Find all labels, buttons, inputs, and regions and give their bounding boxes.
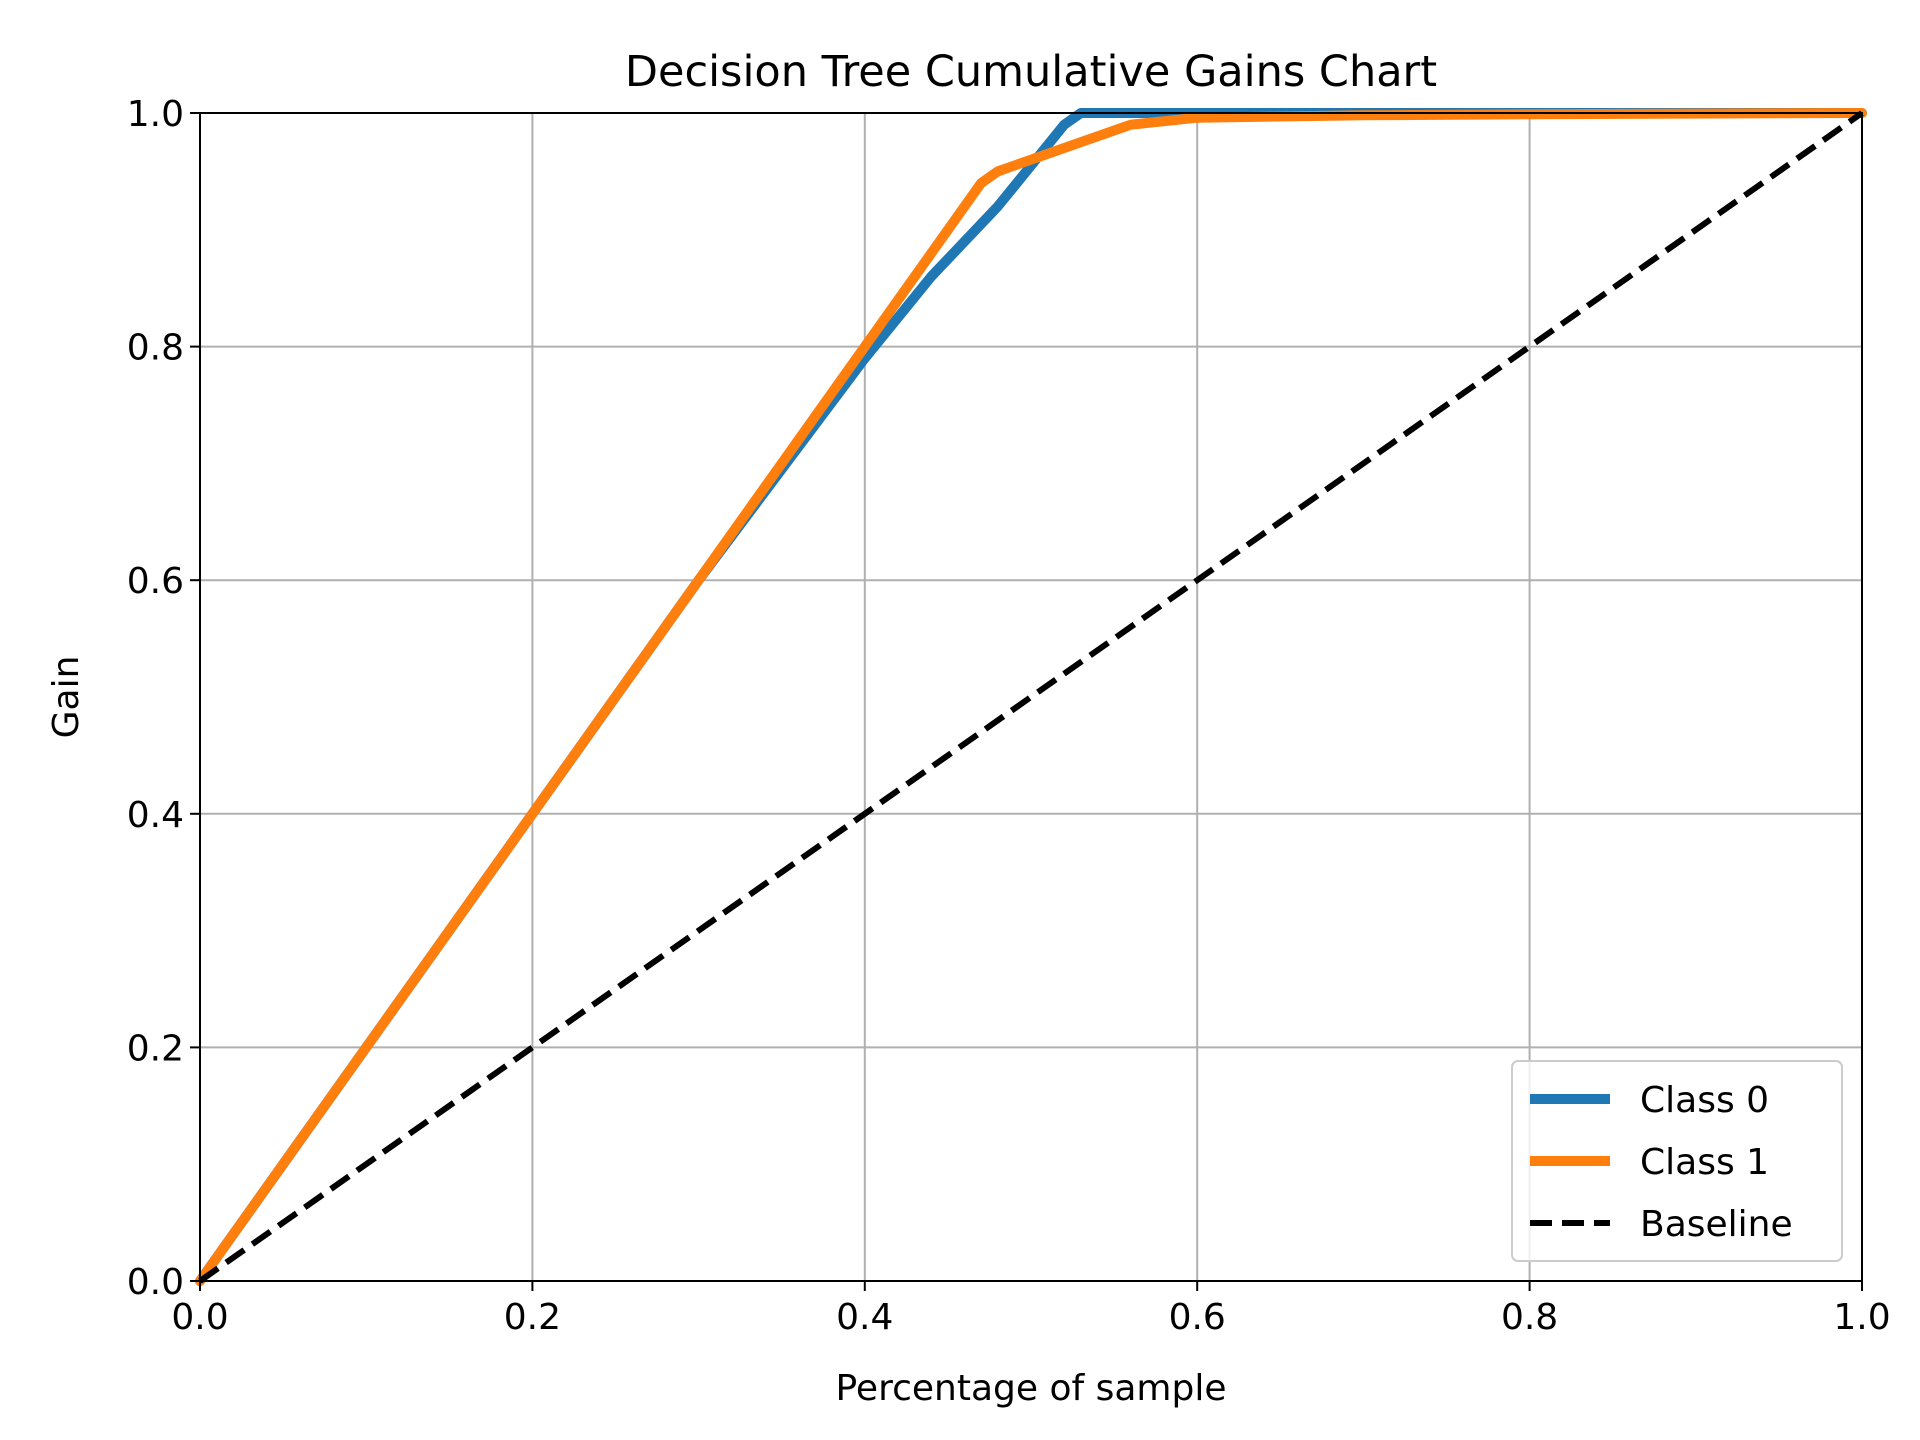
legend-label: Class 0 bbox=[1640, 1080, 1769, 1121]
legend-box bbox=[1511, 1060, 1843, 1262]
y-tick-label: 0.8 bbox=[127, 328, 184, 369]
x-tick-label: 1.0 bbox=[1833, 1297, 1890, 1338]
chart-title: Decision Tree Cumulative Gains Chart bbox=[625, 47, 1437, 97]
y-tick-label: 0.0 bbox=[127, 1262, 184, 1303]
x-tick-label: 0.6 bbox=[1169, 1297, 1226, 1338]
x-axis-label: Percentage of sample bbox=[836, 1368, 1227, 1409]
legend-label: Class 1 bbox=[1640, 1142, 1769, 1183]
series-line-class-1 bbox=[195, 108, 1867, 1286]
y-tick-label: 0.2 bbox=[127, 1028, 184, 1069]
series-line-baseline bbox=[198, 110, 1864, 1284]
ticks: 0.0 0.2 0.4 0.6 0.8 1.0 0.0 0.2 0.4 0.6 0.8 1.0 bbox=[127, 94, 1891, 1338]
y-axis-label: Gain bbox=[46, 656, 87, 739]
x-tick-label: 0.2 bbox=[504, 1297, 561, 1338]
x-tick-label: 0.8 bbox=[1501, 1297, 1558, 1338]
legend: Class 0 Class 1 Baseline bbox=[1511, 1060, 1843, 1262]
grid bbox=[199, 112, 1863, 1282]
y-tick-label: 1.0 bbox=[127, 94, 184, 135]
y-tick-label: 0.6 bbox=[127, 561, 184, 602]
x-tick-label: 0.0 bbox=[171, 1297, 228, 1338]
plot-frame bbox=[199, 112, 1863, 1282]
legend-label: Baseline bbox=[1640, 1204, 1793, 1245]
x-tick-label: 0.4 bbox=[836, 1297, 893, 1338]
y-tick-label: 0.4 bbox=[127, 795, 184, 836]
